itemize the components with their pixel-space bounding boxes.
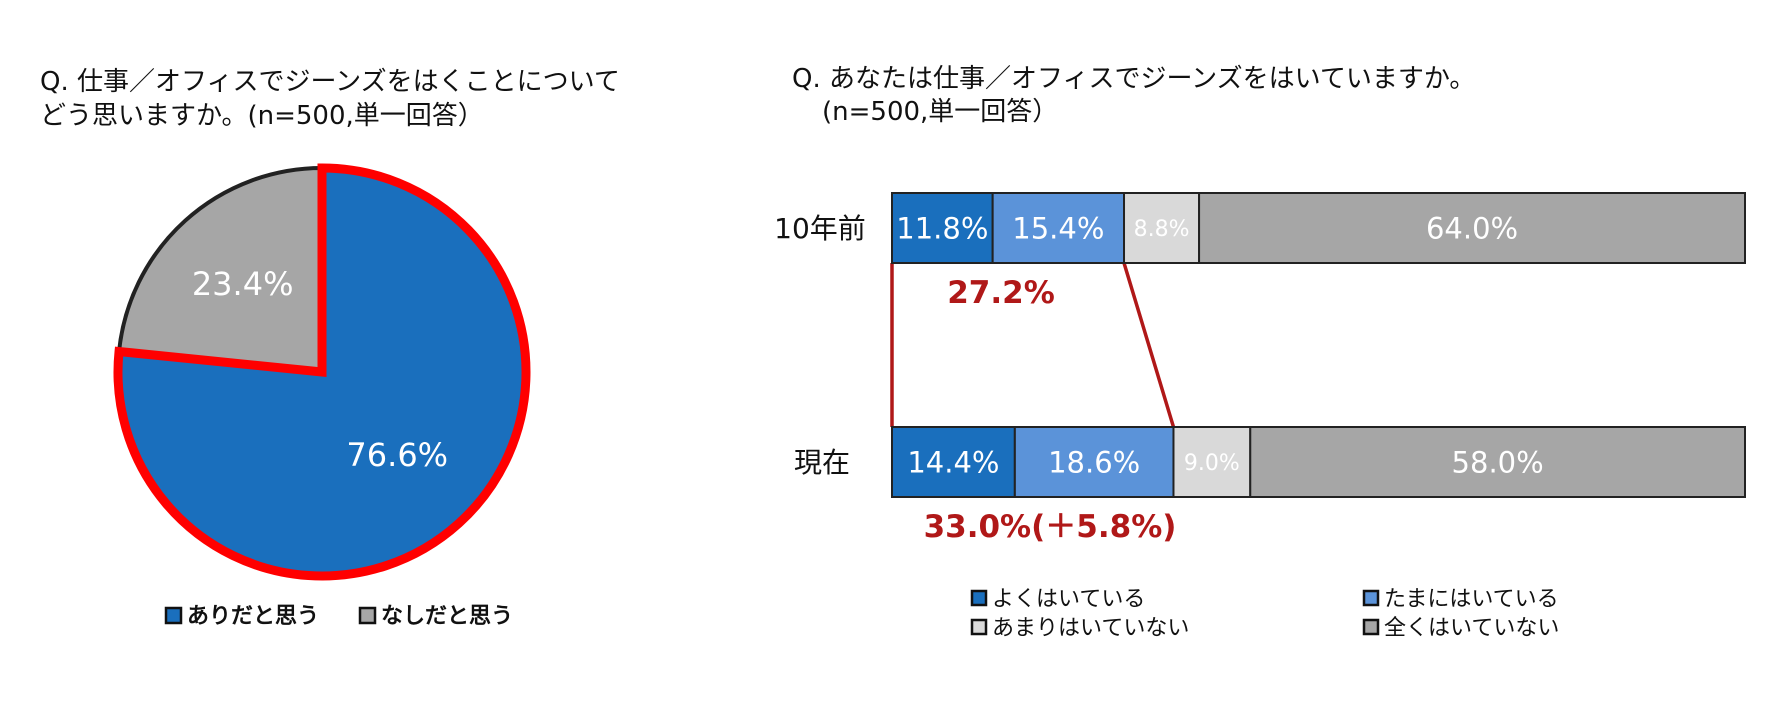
bar-annotations: 27.2% 33.0%(＋5.8%) xyxy=(924,275,1177,545)
legend-label: 全くはいていない xyxy=(1384,616,1559,641)
bar-annotation: 27.2% xyxy=(947,275,1055,311)
pie-slice-nashi xyxy=(116,165,324,375)
bar-data-label: 9.0% xyxy=(1184,451,1240,476)
bar-data-label: 14.4% xyxy=(907,445,999,479)
bar-segment xyxy=(1249,426,1746,498)
stacked-bar-chart: Q. あなたは仕事／オフィスでジーンズをはいていますか。 (n=500,単一回答… xyxy=(774,64,1746,641)
bar-title-line-1: Q. あなたは仕事／オフィスでジーンズをはいていますか。 xyxy=(792,64,1475,94)
legend-label: たまにはいている xyxy=(1384,587,1559,612)
legend-label: なしだと思う xyxy=(381,604,513,629)
pie-value-label: 23.4% xyxy=(192,265,294,303)
legend-label: ありだと思う xyxy=(187,604,319,629)
pie-slices xyxy=(113,163,531,581)
bar-segment xyxy=(1198,192,1746,264)
bar-data-label: 58.0% xyxy=(1452,445,1544,479)
pie-legend: ありだと思う なしだと思う xyxy=(164,604,513,629)
bar-category-label: 10年前 xyxy=(774,212,866,245)
bar-data-label: 11.8% xyxy=(896,211,988,245)
legend-swatch xyxy=(1362,589,1380,607)
legend-label: よくはいている xyxy=(992,587,1145,612)
bar-data-label: 15.4% xyxy=(1012,211,1104,245)
pie-value-labels: 76.6% 23.4% xyxy=(192,265,448,474)
legend-swatch xyxy=(358,606,377,625)
bar-data-label: 18.6% xyxy=(1048,445,1140,479)
pie-slice-ari xyxy=(113,163,531,581)
bar-segment xyxy=(891,192,994,264)
bar-title-line-2: (n=500,単一回答） xyxy=(822,97,1058,127)
pie-title-line-1: Q. 仕事／オフィスでジーンズをはくことについて xyxy=(40,67,620,97)
bar-category-label: 現在 xyxy=(794,446,850,479)
legend-swatch xyxy=(1362,618,1380,636)
bar-connector-lines xyxy=(890,262,1176,428)
bar-segment xyxy=(991,192,1126,264)
legend-swatch xyxy=(164,606,183,625)
pie-value-label: 76.6% xyxy=(346,436,448,474)
connector-line-right xyxy=(1122,262,1176,428)
legend-swatch xyxy=(970,618,988,636)
legend-swatch xyxy=(970,589,988,607)
bar-data-label: 8.8% xyxy=(1134,217,1190,242)
bar-data-label: 64.0% xyxy=(1426,211,1518,245)
bar-annotation: 33.0%(＋5.8%) xyxy=(924,509,1177,545)
legend-label: あまりはいていない xyxy=(992,616,1189,641)
pie-title-line-2: どう思いますか。(n=500,単一回答） xyxy=(40,101,484,131)
bar-rows: 10年前 11.8% 15.4% 8.8% 64.0% 現在 14.4% 18.6% 9.0% 5… xyxy=(774,192,1746,498)
pie-chart: Q. 仕事／オフィスでジーンズをはくことについて どう思いますか。(n=500,… xyxy=(40,67,620,629)
